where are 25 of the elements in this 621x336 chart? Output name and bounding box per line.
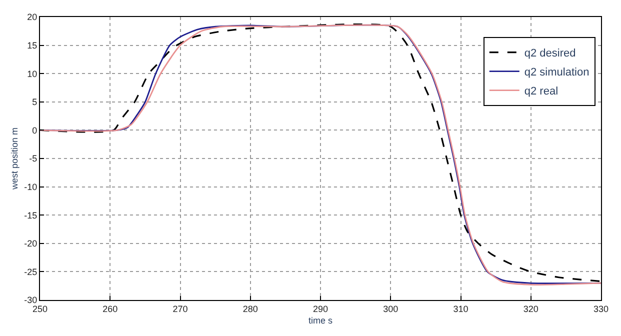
y-tick-label: -10 (24, 182, 38, 192)
y-tick-label: 20 (27, 12, 38, 22)
y-tick-label: -15 (24, 210, 38, 220)
y-tick-label: 15 (27, 40, 38, 50)
x-tick-label: 260 (102, 304, 118, 314)
y-tick-label: -5 (29, 154, 38, 164)
x-tick-label: 290 (312, 304, 328, 314)
y-tick-label: 10 (27, 68, 38, 79)
x-tick-label: 250 (32, 304, 48, 314)
x-tick-label: 310 (453, 304, 468, 314)
y-tick-label: -25 (24, 266, 38, 277)
x-tick-label: 270 (172, 304, 188, 314)
y-tick-label: -20 (24, 238, 38, 249)
y-axis-title: west position m (10, 127, 20, 191)
legend-label: q2 simulation (524, 66, 590, 79)
y-tick-label: 5 (32, 97, 38, 108)
x-tick-label: 300 (383, 304, 398, 314)
legend-label: q2 real (524, 86, 558, 98)
legend-label: q2 desired (524, 48, 576, 60)
x-tick-label: 320 (523, 304, 538, 314)
x-axis-title: time s (308, 316, 333, 326)
y-tick-label: -30 (24, 295, 38, 306)
x-tick-label: 330 (593, 304, 609, 314)
x-tick-label: 280 (242, 304, 258, 314)
y-tick-label: 0 (32, 125, 38, 136)
